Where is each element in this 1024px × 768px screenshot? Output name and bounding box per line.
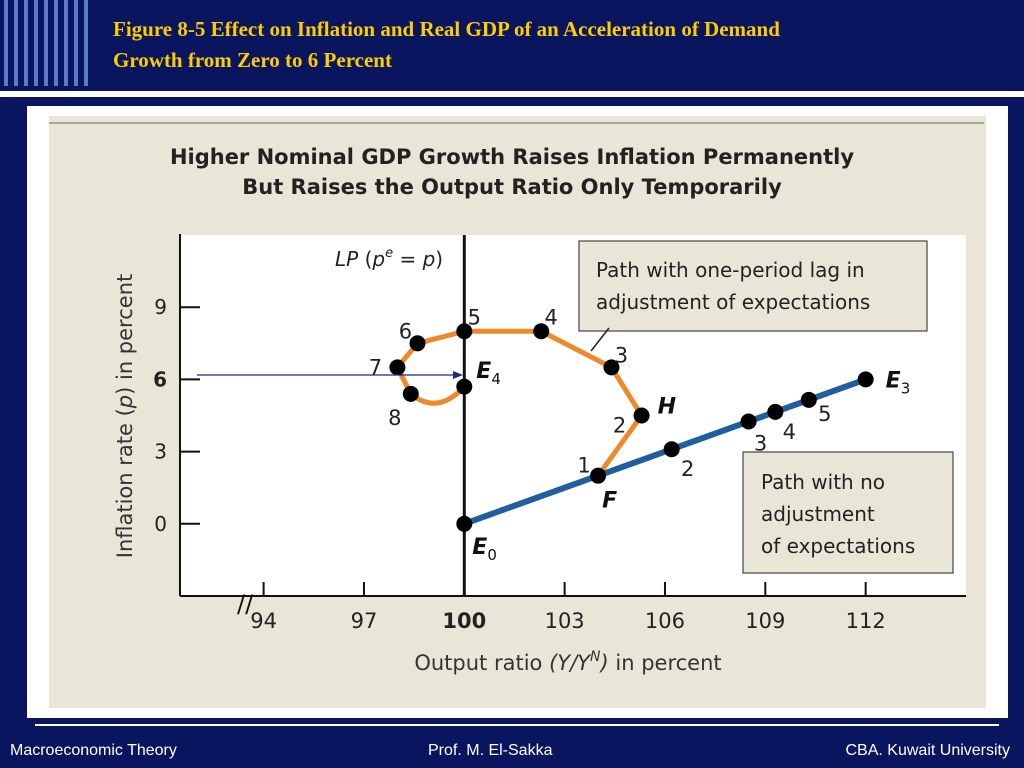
footer-author: Prof. M. El-Sakka: [428, 742, 553, 759]
x-tick-label: 94: [250, 609, 277, 633]
header-decor-bar: [54, 0, 58, 86]
y-axis-label-suffix: ) in percent: [113, 274, 137, 395]
point-label-f: F: [602, 489, 617, 514]
orange-path-points: [389, 323, 650, 484]
blue-point-4: [767, 403, 784, 420]
blue-path-annotation-line3: of expectations: [761, 534, 915, 558]
orange-point-3: [603, 359, 620, 376]
slide-title: Figure 8-5 Effect on Inflation and Real …: [113, 14, 993, 76]
blue-path-annotation-line1: Path with no: [761, 470, 885, 494]
header-decor-bar: [24, 0, 28, 86]
chart: Higher Nominal GDP Growth Raises Inflati…: [49, 116, 986, 708]
x-tick-label: 109: [745, 609, 785, 633]
blue-point-3: [740, 413, 757, 430]
y-axis-label-prefix: Inflation rate (: [113, 408, 137, 558]
x-axis-label: Output ratio (Y/YN) in percent: [414, 649, 721, 675]
blue-label-3: 3: [754, 432, 767, 456]
point-label-h: H: [658, 395, 676, 420]
lp-line-label: LP (pe = p): [335, 246, 443, 271]
orange-point-8: [402, 385, 419, 402]
title-divider: [0, 91, 1024, 97]
chart-title-line2: But Raises the Output Ratio Only Tempora…: [242, 175, 782, 199]
orange-point-5: [456, 323, 473, 340]
orange-path-annotation-line2: adjustment of expectations: [596, 290, 870, 314]
orange-label-8: 8: [388, 406, 401, 430]
header-decor-bar: [64, 0, 68, 86]
orange-label-3: 3: [615, 343, 628, 367]
blue-label-2: 2: [681, 457, 694, 481]
y-axis-label-var: p: [113, 395, 137, 409]
blue-path-annotation-box: [742, 451, 954, 574]
y-tick-label: 9: [154, 295, 167, 319]
blue-point-2: [663, 441, 680, 458]
y-tick-label: 0: [154, 512, 167, 536]
x-axis-label-expr-end: ): [599, 651, 609, 675]
x-ticks: 94 97 100 103 106 109 112: [250, 582, 886, 633]
x-axis-label-text: Output ratio: [414, 651, 542, 675]
header-decor-bar: [14, 0, 18, 86]
header-decor-bar: [44, 0, 48, 86]
x-tick-label: 100: [442, 609, 486, 633]
orange-point-e4: [456, 378, 473, 395]
y-tick-label: 6: [153, 367, 167, 391]
y-axis-label: Inflation rate (p) in percent: [113, 274, 137, 559]
lp-label-paren-close: ): [435, 247, 443, 271]
x-tick-label: 97: [351, 609, 378, 633]
slide-title-line1: Figure 8-5 Effect on Inflation and Real …: [113, 17, 780, 41]
blue-point-e0: [456, 515, 473, 532]
orange-path-annotation-pointer: [590, 327, 610, 352]
lp-label-main: LP: [335, 247, 359, 271]
header-decor-bar: [4, 0, 8, 86]
orange-label-7: 7: [369, 355, 382, 379]
orange-point-2: [633, 407, 650, 424]
blue-label-4: 4: [783, 420, 796, 444]
orange-label-6: 6: [399, 319, 412, 343]
header-decor-bar: [74, 0, 78, 86]
orange-label-5: 5: [468, 305, 481, 329]
header-decor-bar: [84, 0, 88, 86]
blue-path-points: [456, 371, 874, 532]
orange-label-1: 1: [577, 454, 590, 478]
footer-divider: [35, 724, 999, 726]
x-tick-label: 106: [645, 609, 685, 633]
chart-title-line1: Higher Nominal GDP Growth Raises Inflati…: [170, 145, 854, 169]
footer-course: Macroeconomic Theory: [10, 742, 177, 759]
figure-panel: Higher Nominal GDP Growth Raises Inflati…: [27, 106, 1008, 718]
slide-header: Figure 8-5 Effect on Inflation and Real …: [0, 0, 1024, 97]
header-decor-bar: [34, 0, 38, 86]
lp-label-sup: e: [385, 246, 393, 261]
orange-point-1: [590, 467, 607, 484]
orange-path-annotation-box: [578, 240, 928, 332]
orange-point-4: [533, 323, 550, 340]
point-label-e4: E4: [476, 359, 501, 388]
y-tick-label: 3: [154, 440, 167, 464]
orange-point-6: [409, 335, 426, 352]
x-axis-label-suffix: in percent: [615, 651, 721, 675]
blue-label-5: 5: [818, 402, 831, 426]
slide-title-line2: Growth from Zero to 6 Percent: [113, 48, 392, 72]
orange-point-7: [389, 359, 406, 376]
lp-label-p1: p: [371, 247, 385, 271]
lp-label-eq: =: [399, 247, 416, 271]
x-axis-label-expr-base: (Y/Y: [549, 651, 592, 675]
y-ticks: 0 3 6 9: [153, 295, 200, 536]
blue-point-5: [800, 391, 817, 408]
axis-break-mark: //: [237, 590, 254, 618]
orange-path-annotation-line1: Path with one-period lag in: [596, 258, 865, 282]
point-label-e3: E3: [886, 368, 911, 397]
point-label-e0: E0: [472, 535, 497, 564]
lp-label-p2: p: [422, 247, 436, 271]
x-axis-label-expr-sup: N: [590, 649, 601, 665]
x-tick-label: 112: [846, 609, 886, 633]
slide-footer: Macroeconomic Theory Prof. M. El-Sakka C…: [0, 735, 1024, 768]
orange-label-4: 4: [545, 305, 558, 329]
lp-label-paren-open: (: [365, 247, 373, 271]
blue-point-e3: [857, 371, 874, 388]
annotation-arrowhead: [453, 371, 463, 379]
x-tick-label: 103: [545, 609, 585, 633]
blue-path-annotation-line2: adjustment: [761, 502, 875, 526]
orange-label-2: 2: [613, 414, 626, 438]
footer-institution: CBA. Kuwait University: [845, 742, 1011, 759]
